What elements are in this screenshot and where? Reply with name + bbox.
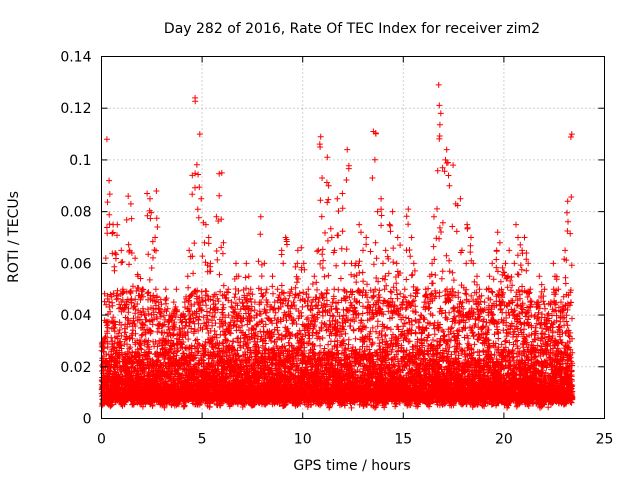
tick-labels: 0 5 10 15 20 25 0 0.02 0.04 0.06 0.08 0.1 0.12 0.14 [60, 50, 613, 448]
y-tick-label: 0.06 [60, 256, 91, 272]
y-tick-label: 0 [83, 412, 92, 428]
y-tick-label: 0.02 [60, 360, 91, 376]
data-points [98, 81, 576, 411]
x-tick-label: 20 [495, 432, 513, 448]
x-tick-label: 25 [596, 432, 614, 448]
axis-ticks [101, 56, 605, 419]
x-axis-label: GPS time / hours [293, 458, 410, 474]
y-tick-label: 0.04 [60, 308, 91, 324]
y-tick-label: 0.12 [60, 101, 91, 117]
plot-frame [101, 56, 605, 419]
x-tick-label: 10 [294, 432, 312, 448]
x-tick-label: 0 [97, 432, 106, 448]
x-tick-label: 15 [394, 432, 412, 448]
y-tick-label: 0.1 [69, 153, 91, 169]
chart-title: Day 282 of 2016, Rate Of TEC Index for r… [164, 21, 540, 37]
y-tick-label: 0.08 [60, 205, 91, 221]
grid-lines [101, 56, 605, 419]
y-axis-label: ROTI / TECUs [6, 191, 22, 283]
y-tick-label: 0.14 [60, 50, 91, 66]
x-tick-label: 5 [198, 432, 207, 448]
roti-series-points [98, 81, 576, 411]
